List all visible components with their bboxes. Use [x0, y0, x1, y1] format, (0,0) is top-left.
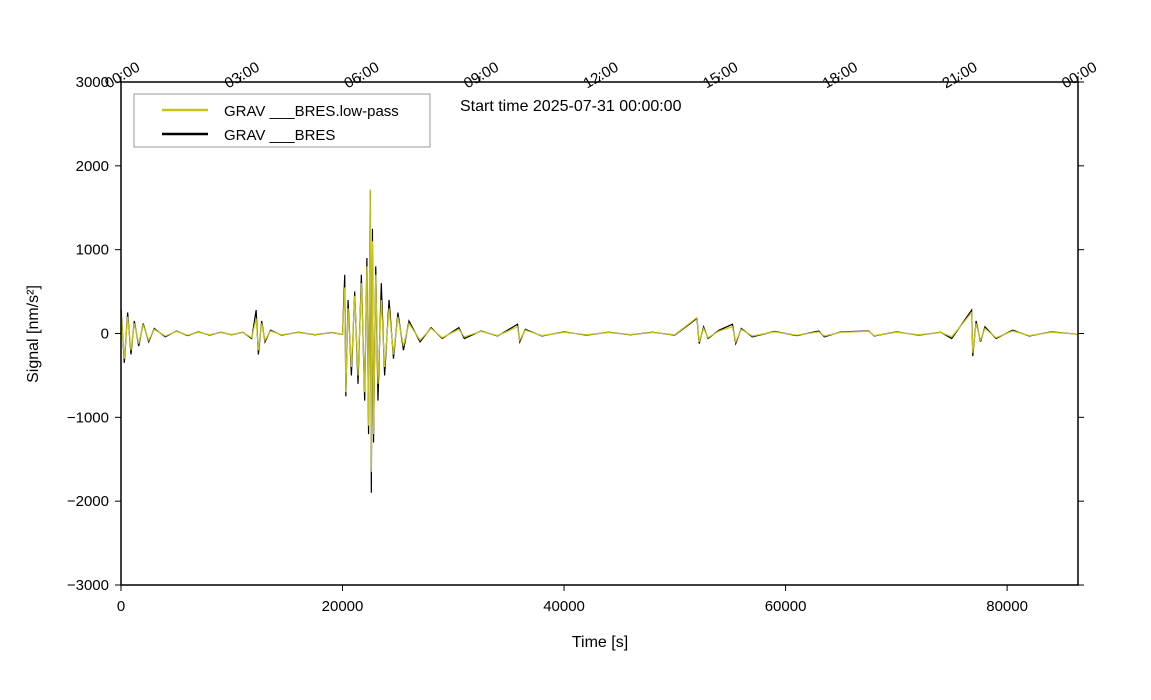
- legend-label: GRAV ___BRES: [224, 127, 335, 144]
- x-tick-label: 20000: [322, 598, 364, 615]
- y-axis-label: Signal [nm/s²]: [25, 285, 42, 383]
- x2-tick-label: 15:00: [700, 59, 741, 92]
- x-tick-label: 60000: [765, 598, 807, 615]
- x2-tick-label: 21:00: [939, 59, 980, 92]
- x2-tick-label: 09:00: [461, 59, 502, 92]
- y-tick-label: 0: [101, 326, 109, 343]
- legend-box: [133, 93, 431, 148]
- y-tick-label: 1000: [76, 242, 109, 259]
- legend: GRAV ___BRES.low-pass GRAV ___BRES: [133, 93, 431, 148]
- y-tick-label: −2000: [67, 493, 109, 510]
- x2-tick-label: 03:00: [222, 59, 263, 92]
- x2-tick-label: 00:00: [1059, 59, 1100, 92]
- y-tick-label: −1000: [67, 409, 109, 426]
- x-tick-label: 40000: [543, 598, 585, 615]
- x-tick-label: 0: [117, 598, 125, 615]
- x-tick-label: 80000: [986, 598, 1028, 615]
- x2-tick-label: 12:00: [580, 59, 621, 92]
- annotation: Start time 2025-07-31 00:00:00: [460, 98, 682, 115]
- x2-tick-label: 00:00: [102, 59, 143, 92]
- legend-label: GRAV ___BRES.low-pass: [224, 103, 399, 120]
- y-tick-label: −3000: [67, 577, 109, 594]
- y-tick-label: 3000: [76, 74, 109, 91]
- x2-tick-label: 06:00: [341, 59, 382, 92]
- x2-tick-label: 18:00: [820, 59, 861, 92]
- y-tick-label: 2000: [76, 158, 109, 175]
- x-axis-label: Time [s]: [572, 634, 628, 651]
- data-line: [121, 190, 1078, 493]
- data-line: [121, 189, 1078, 472]
